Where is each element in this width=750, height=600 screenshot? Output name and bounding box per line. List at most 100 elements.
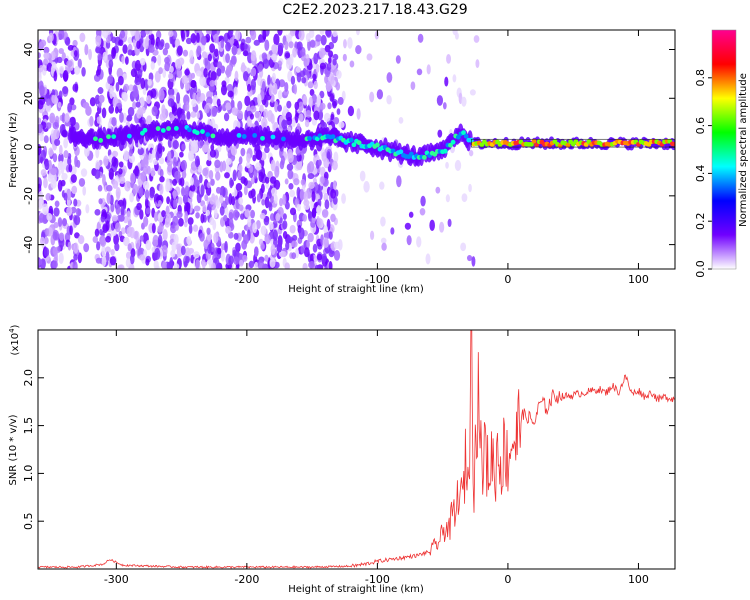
spectrogram-noise-blob [288,236,293,244]
spectrogram-noise-blob [310,253,314,263]
spectrogram-noise-blob [52,260,58,269]
spectrogram-noise-blob [303,247,310,258]
spectrogram-noise-blob [115,82,120,92]
spectrogram-noise-blob [261,117,268,129]
spectrogram-noise-blob [144,197,149,209]
spectrogram-noise-blob [138,187,144,198]
spectrogram-ridge-core [351,142,357,148]
snr-series [38,330,675,569]
spectrogram-noise-blob [217,61,223,69]
spectrogram-noise-blob [39,85,45,96]
spectrogram-noise-blob [331,160,338,171]
spectrogram-noise-blob [228,255,234,265]
spectrogram-noise-blob [203,68,208,78]
spectrogram-noise-blob [188,190,194,199]
spectrogram-noise-blob [190,72,196,79]
spectrogram-noise-blob [436,95,444,106]
spectrogram-noise-blob [96,241,101,251]
spectrogram-noise-blob [186,235,192,245]
spectrogram-noise-blob [322,237,330,248]
spectrogram-noise-blob [171,104,176,114]
spectrogram-ridge-core [374,142,380,148]
spectrogram-signal-ridge [68,117,675,167]
spectrogram-noise-blob [157,225,163,233]
spectrogram-noise-blob [374,30,379,40]
spectrogram-noise-blob [38,71,42,82]
spectrogram-noise-blob [155,30,162,39]
spectrogram-noise-blob [244,95,251,107]
spectrogram-noise-blob [89,115,94,127]
spectrogram-noise-blob [85,204,90,214]
spectrogram-noise-blob [191,99,197,108]
spectrogram-noise-blob [324,44,331,53]
spectrogram-noise-blob [206,30,213,35]
colorbar [712,30,736,269]
spectrogram-noise-blob [180,159,188,171]
spectrogram-noise-blob [116,191,121,201]
spectrogram-ridge-core [356,140,362,146]
spectrogram-noise-blob [363,181,370,193]
spectrogram-noise-blob [380,237,387,244]
spectrogram-noise-blob [97,184,103,192]
spectrogram-noise-blob [233,209,239,221]
spectrogram-noise-blob [244,209,251,218]
spectrogram-noise-blob [145,239,152,251]
spectrogram-noise-blob [282,220,288,230]
spectrogram-noise-blob [328,72,335,85]
spectrogram-noise-blob [206,159,212,167]
spectrogram-noise-blob [38,152,42,165]
spectrogram-noise-blob [134,30,140,42]
spectrogram-noise-blob [321,209,329,218]
spectrogram-noise-blob [118,39,124,47]
spectrogram-noise-blob [270,159,276,172]
spectrogram-noise-blob [349,60,355,68]
spectrogram-noise-blob [118,176,126,185]
spectrogram-noise-blob [102,51,108,62]
spectrogram-noise-blob [101,208,107,218]
spectrogram-noise-blob [127,49,133,56]
spectrogram-noise-blob [220,250,225,262]
spectrogram-noise-blob [292,47,297,58]
spectrogram-noise-blob [123,150,129,162]
spectrogram-noise-blob [161,210,166,218]
spectrogram-noise-blob [264,176,270,184]
spectrogram-noise-blob [180,245,186,256]
spectrogram-ridge-core [348,137,354,143]
spectrogram-noise-blob [288,183,294,190]
spectrogram-noise-blob [206,227,211,235]
spectrogram-noise-blob [302,95,308,106]
spectrogram-noise-blob [230,146,238,156]
spectrogram-noise-blob [162,261,168,269]
spectrogram-noise-blob [296,71,302,83]
spectrogram-noise-blob [296,203,301,212]
spectrogram-noise-blob [209,216,215,226]
spectrogram-noise-blob [148,44,155,53]
spectrogram-noise-blob [53,128,60,140]
spectrogram-noise-blob [157,200,162,207]
spectrogram-noise-blob [132,183,139,195]
spectrogram-noise-blob [293,84,298,95]
snr-ytick-label: 1.5 [22,417,35,435]
spectrogram-noise-blob [429,219,435,232]
spectrogram-noise-blob [114,106,119,114]
snr-xtick-label: -100 [365,573,390,586]
spectrogram-noise-blob [313,80,318,90]
spectrogram-noise-blob [203,104,210,114]
colorbar-tick-label: 0.6 [694,117,707,135]
spectrogram-noise-blob [328,261,333,269]
spectrogram-noise-blob [112,47,117,57]
spectrogram-ylabel: Frequency (Hz) [8,112,19,188]
spectrogram-noise-blob [277,90,283,100]
spectrogram-noise-blob [50,168,57,176]
spectrogram-noise-blob [109,256,117,266]
spectrogram-noise-blob [461,96,467,107]
spectrogram-noise-blob [73,50,78,57]
spectrogram-noise-blob [129,254,135,265]
spectrogram-noise-blob [333,241,341,250]
spectrogram-noise-blob [452,74,457,83]
spectrogram-noise-blob [69,225,73,236]
spectrogram-noise-blob [59,232,65,241]
spectrogram-noise-blob [277,30,283,36]
spectrogram-noise-blob [454,32,459,40]
spectrogram-noise-blob [83,146,90,157]
